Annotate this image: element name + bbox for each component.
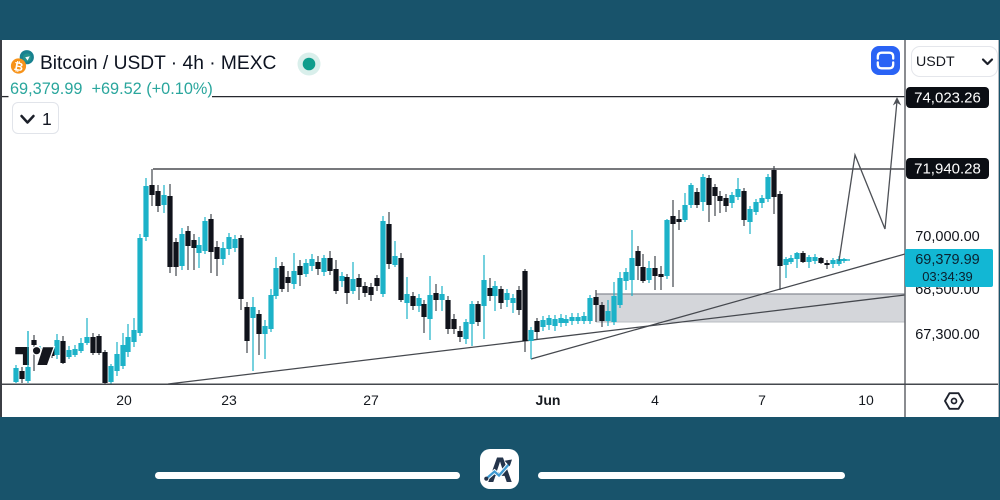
svg-text:03:34:39: 03:34:39 [922, 269, 973, 284]
svg-text:67,300.00: 67,300.00 [915, 327, 980, 343]
svg-text:71,940.28: 71,940.28 [914, 161, 981, 178]
svg-text:23: 23 [221, 392, 237, 408]
svg-text:70,000.00: 70,000.00 [915, 229, 980, 245]
svg-text:₿: ₿ [13, 61, 24, 74]
svg-text:74,023.26: 74,023.26 [914, 90, 981, 107]
svg-text:4: 4 [651, 392, 659, 408]
svg-text:20: 20 [116, 392, 132, 408]
svg-text:A: A [487, 451, 512, 489]
svg-text:Jun: Jun [536, 392, 561, 408]
svg-text:27: 27 [363, 392, 379, 408]
svg-text:7: 7 [758, 392, 766, 408]
svg-text:10: 10 [858, 392, 874, 408]
svg-text:69,379.99: 69,379.99 [915, 252, 980, 268]
